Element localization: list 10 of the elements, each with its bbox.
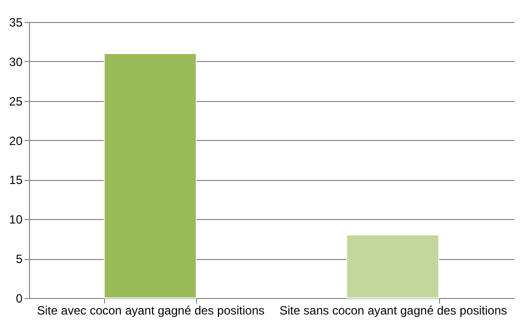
y-tick-label: 30 xyxy=(9,54,23,69)
y-tick-label: 20 xyxy=(9,134,23,148)
x-tick-label: Site sans cocon ayant gagné des positions xyxy=(280,304,507,318)
y-tick-label: 10 xyxy=(9,212,23,227)
y-tick-label: 0 xyxy=(16,292,23,306)
y-tick-label: 15 xyxy=(9,173,23,188)
y-tick-label: 25 xyxy=(9,94,23,108)
y-tick-label: 35 xyxy=(9,16,23,30)
y-tick-label: 5 xyxy=(16,252,23,266)
x-tick-label: Site avec cocon ayant gagné des positions xyxy=(37,304,264,318)
